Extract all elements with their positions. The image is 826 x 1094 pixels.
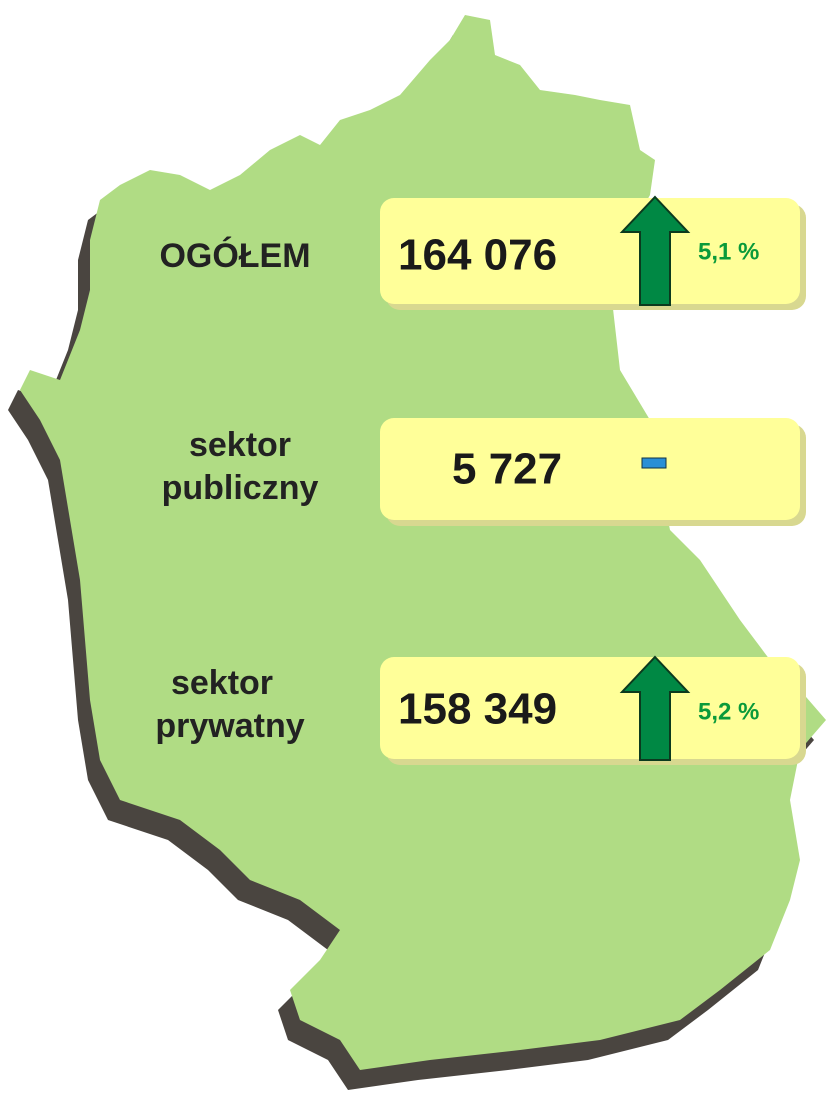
map-region (20, 15, 826, 1070)
row-label: sektor (171, 664, 273, 702)
row-value: 5 727 (452, 445, 562, 494)
up-arrow (619, 655, 691, 761)
row-label: publiczny (162, 469, 319, 507)
row-label: sektor (189, 426, 291, 464)
row-value: 164 076 (398, 231, 557, 280)
row-label: prywatny (155, 707, 304, 745)
box (380, 198, 806, 765)
row-value: 158 349 (398, 685, 557, 734)
row-label: OGÓŁEM (159, 237, 310, 275)
row-change: 5,1 % (698, 238, 759, 265)
up-arrow (619, 195, 691, 306)
row-change: 5,2 % (698, 698, 759, 725)
no-change-marker (641, 457, 667, 469)
